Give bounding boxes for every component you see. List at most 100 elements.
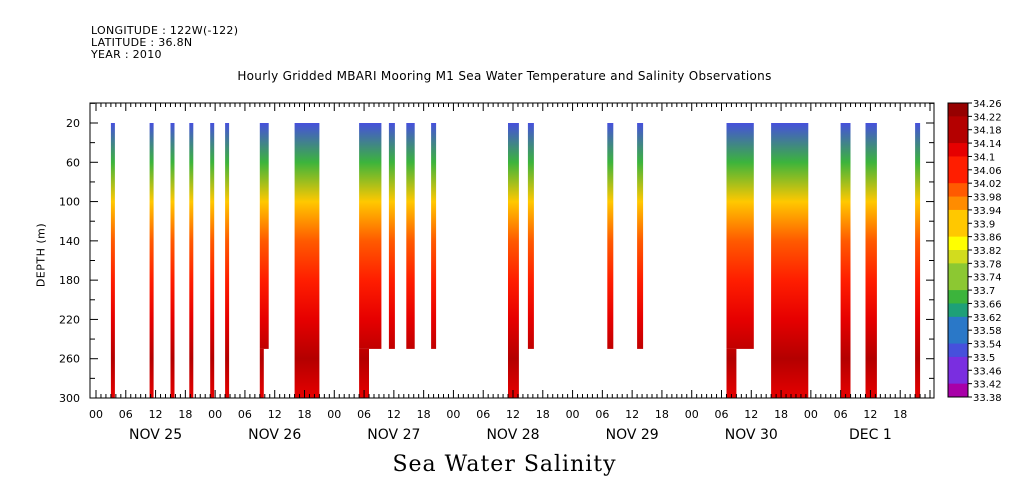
colorbar-swatch <box>948 343 968 358</box>
y-tick-label: 220 <box>59 313 80 326</box>
colorbar-swatch <box>948 316 968 331</box>
longitude-label: LONGITUDE : 122W(-122) <box>91 24 239 37</box>
x-tick-label: 06 <box>119 408 133 421</box>
colorbar-label: 33.66 <box>973 299 1002 310</box>
colorbar-swatch <box>948 250 968 264</box>
colorbar-label: 34.14 <box>973 139 1002 150</box>
x-tick-label: 06 <box>238 408 252 421</box>
colorbar-swatch <box>948 330 968 345</box>
data-segment-12 <box>406 123 415 349</box>
chart-title: Hourly Gridded MBARI Mooring M1 Sea Wate… <box>237 69 772 83</box>
colorbar-swatch <box>948 143 968 157</box>
colorbar-swatch <box>948 276 968 291</box>
colorbar-swatch <box>948 169 968 184</box>
data-segment-20 <box>771 123 809 398</box>
x-tick-label: 00 <box>685 408 699 421</box>
x-tick-label: 06 <box>357 408 371 421</box>
y-axis: 20 60 100 140 180 220 260 300 <box>59 102 934 405</box>
colorbar-swatch <box>948 370 968 385</box>
x-tick-label: 12 <box>744 408 758 421</box>
data-segment-3 <box>189 123 194 398</box>
x-tick-label: 00 <box>208 408 222 421</box>
data-segment-17 <box>637 123 644 349</box>
colorbar-label: 33.5 <box>973 353 995 364</box>
colorbar-label: 34.22 <box>973 112 1002 123</box>
colorbar-swatch <box>948 129 968 144</box>
colorbar-label: 33.42 <box>973 380 1002 391</box>
x-axis: 00 06 12 18 00 06 12 18 00 06 12 18 00 06 12 18 00 06 12 18… <box>89 103 931 443</box>
colorbar-swatch <box>948 303 968 318</box>
colorbar: 34.26 34.22 34.18 34.14 34.1 34.06 34.02 33.98 3… <box>947 99 1002 404</box>
x-tick-label: 00 <box>804 408 818 421</box>
colorbar-swatch <box>948 223 968 238</box>
colorbar-swatch <box>948 103 968 117</box>
plot-border <box>89 102 935 399</box>
day-label: NOV 30 <box>725 427 778 443</box>
data-segment-6 <box>259 123 269 349</box>
x-tick-label: 12 <box>268 408 282 421</box>
x-tick-label: 00 <box>446 408 460 421</box>
plot-frame <box>89 102 935 399</box>
colorbar-swatch <box>948 290 968 304</box>
x-tick-label: 18 <box>893 408 907 421</box>
day-label: NOV 25 <box>129 427 182 443</box>
colorbar-swatch <box>948 263 968 278</box>
colorbar-label: 33.7 <box>973 286 995 297</box>
colorbar-label: 34.1 <box>973 152 995 163</box>
day-label: NOV 27 <box>367 427 420 443</box>
colorbar-label: 33.38 <box>973 393 1002 404</box>
data-segment-5 <box>225 123 230 398</box>
data-segment-0 <box>110 123 115 398</box>
x-tick-label: 18 <box>774 408 788 421</box>
colorbar-label: 33.94 <box>973 206 1002 217</box>
colorbar-label: 33.9 <box>973 219 995 230</box>
colorbar-label: 33.86 <box>973 233 1002 244</box>
chart-caption: Sea Water Salinity <box>392 452 617 477</box>
colorbar-swatch <box>948 196 968 211</box>
y-tick-label: 180 <box>59 274 80 287</box>
year-label: YEAR : 2010 <box>91 48 162 61</box>
data-segment-9 <box>359 123 382 349</box>
x-tick-label: 00 <box>327 408 341 421</box>
colorbar-label: 33.78 <box>973 259 1002 270</box>
data-segment-2 <box>170 123 175 398</box>
day-label: NOV 29 <box>606 427 659 443</box>
data-segment-18 <box>726 123 754 349</box>
colorbar-label: 34.18 <box>973 126 1002 137</box>
data-segment-1 <box>149 123 154 398</box>
data-segments <box>110 123 921 398</box>
x-tick-label: 06 <box>715 408 729 421</box>
colorbar-swatch <box>948 116 968 131</box>
data-segment-7 <box>259 348 264 398</box>
colorbar-swatch <box>948 156 968 171</box>
x-tick-label: 12 <box>506 408 520 421</box>
data-segment-13 <box>431 123 437 349</box>
day-label: NOV 28 <box>486 427 539 443</box>
y-tick-label: 60 <box>66 156 80 169</box>
x-tick-label: 18 <box>298 408 312 421</box>
y-tick-label: 260 <box>59 353 80 366</box>
colorbar-swatch <box>948 383 968 398</box>
x-tick-label: 12 <box>149 408 163 421</box>
data-segment-15 <box>527 123 534 349</box>
y-tick-label: 300 <box>59 392 80 405</box>
y-tick-label: 20 <box>66 117 80 130</box>
colorbar-label: 33.58 <box>973 326 1002 337</box>
data-segment-21 <box>840 123 851 398</box>
data-segment-23 <box>915 123 921 398</box>
latitude-label: LATITUDE : 36.8N <box>91 36 193 49</box>
colorbar-label: 34.02 <box>973 179 1002 190</box>
x-tick-label: 06 <box>476 408 490 421</box>
x-tick-label: 00 <box>566 408 580 421</box>
colorbar-label: 33.54 <box>973 340 1002 351</box>
colorbar-swatch <box>948 356 968 371</box>
x-tick-label: 18 <box>178 408 192 421</box>
day-label: NOV 26 <box>248 427 301 443</box>
x-tick-label: 18 <box>536 408 550 421</box>
data-segment-22 <box>865 123 877 398</box>
data-segment-14 <box>508 123 519 398</box>
y-tick-label: 140 <box>59 235 80 248</box>
data-segment-16 <box>607 123 614 349</box>
x-tick-label: 18 <box>417 408 431 421</box>
